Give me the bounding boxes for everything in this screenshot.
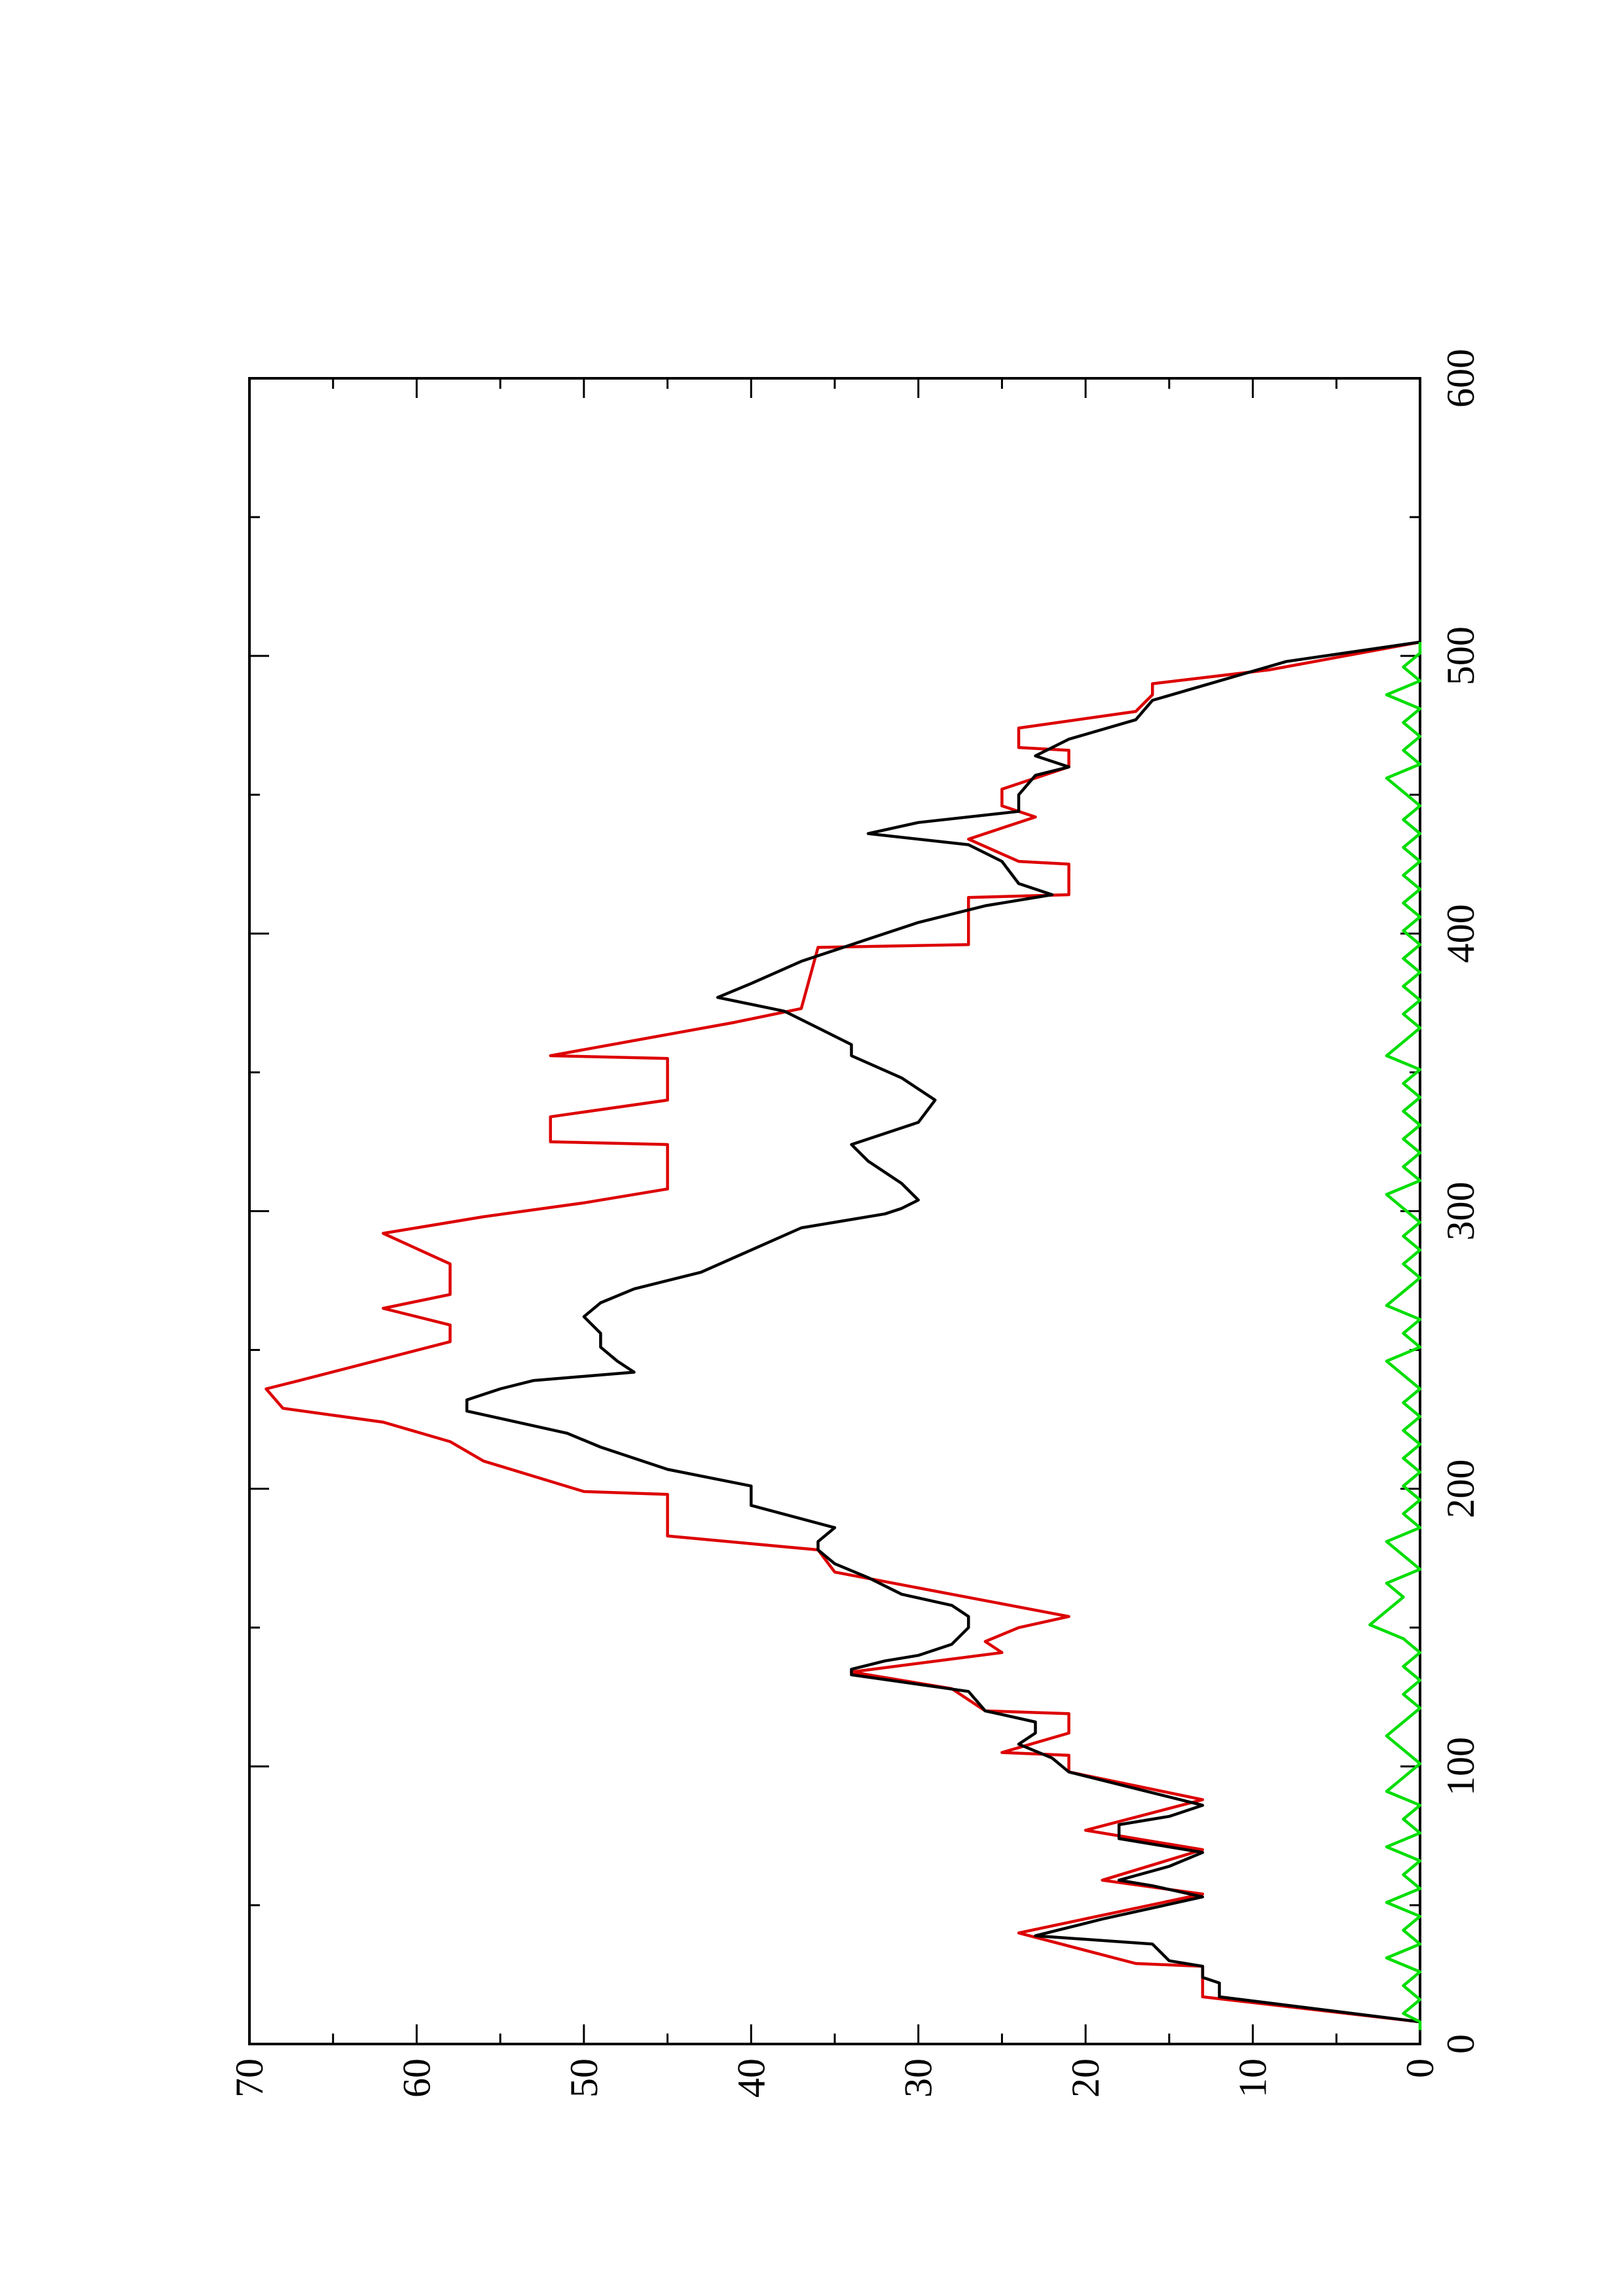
x-tick-label: 300: [1439, 1182, 1482, 1241]
x-tick-label: 400: [1439, 904, 1482, 963]
y-tick-label: 60: [395, 2058, 438, 2098]
series-group: [264, 640, 1422, 2030]
axis-tick-labels: 0 100 200 300 400 500 600 0 10 20 30 40 50 60 70: [228, 349, 1482, 2098]
x-tick-label: 0: [1439, 2034, 1482, 2054]
y-tick-label: 20: [1064, 2058, 1107, 2098]
x-tick-label: 500: [1439, 626, 1482, 685]
x-tick-label: 600: [1439, 349, 1482, 408]
series-line-1: [264, 640, 1421, 2024]
y-tick-label: 70: [228, 2058, 271, 2098]
plot-frame: [248, 377, 1421, 2045]
y-tick-label: 10: [1231, 2058, 1275, 2098]
y-tick-label: 0: [1398, 2058, 1442, 2078]
x-tick-label: 200: [1439, 1460, 1482, 1518]
y-tick-label: 40: [729, 2058, 773, 2098]
series-line-2: [465, 640, 1421, 2024]
y-tick-label: 50: [562, 2058, 606, 2098]
axis-ticks: [248, 377, 1421, 2045]
series-line-3: [1368, 642, 1422, 2030]
y-tick-label: 30: [897, 2058, 940, 2098]
x-tick-label: 100: [1439, 1737, 1482, 1796]
